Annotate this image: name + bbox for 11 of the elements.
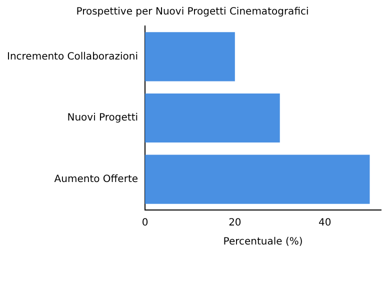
bar: [145, 154, 370, 204]
bar: [145, 32, 235, 82]
x-tick-label: 20: [228, 218, 242, 229]
x-tick-label: 0: [142, 218, 148, 229]
y-tick-label: Incremento Collaborazioni: [7, 51, 138, 62]
x-axis-title: Percentuale (%): [223, 236, 303, 248]
bar: [145, 93, 280, 143]
x-tick-label: 40: [318, 218, 332, 229]
y-tick-label: Nuovi Progetti: [67, 112, 138, 124]
y-tick-label: Aumento Offerte: [54, 174, 138, 185]
chart-title: Prospettive per Nuovi Progetti Cinematografici: [76, 6, 309, 18]
